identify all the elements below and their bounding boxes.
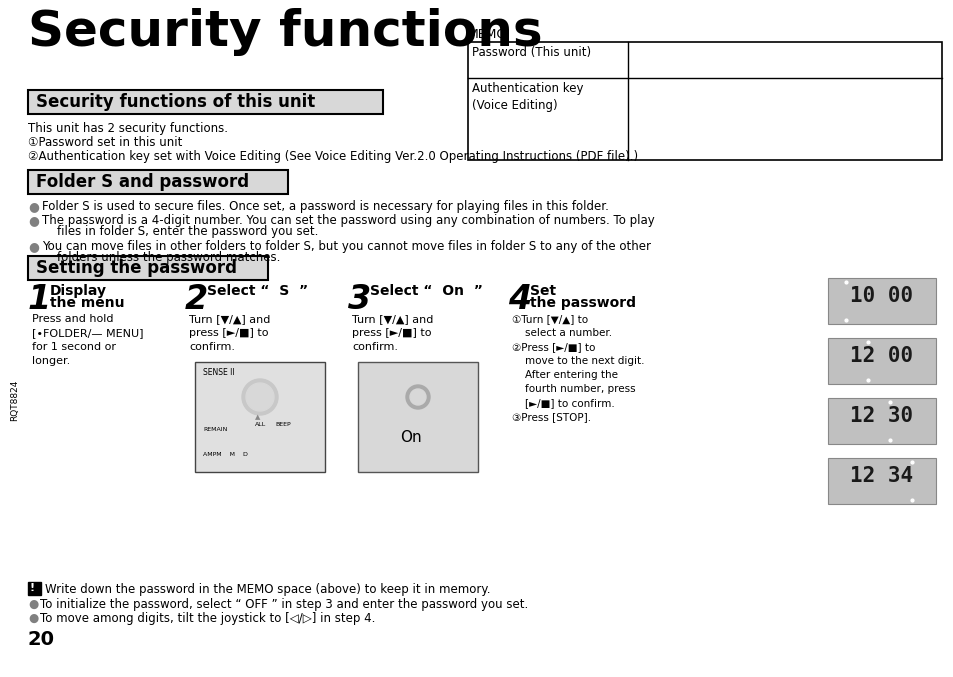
Text: REMAIN: REMAIN xyxy=(203,427,227,432)
Text: Setting the password: Setting the password xyxy=(36,259,236,277)
Text: SENSE II: SENSE II xyxy=(203,368,234,377)
Text: Security functions of this unit: Security functions of this unit xyxy=(36,93,314,111)
Text: RQT8824: RQT8824 xyxy=(10,379,19,420)
Text: files in folder S, enter the password you set.: files in folder S, enter the password yo… xyxy=(42,225,318,238)
Text: 2: 2 xyxy=(185,283,208,316)
Text: 12 34: 12 34 xyxy=(849,466,913,486)
Text: To move among digits, tilt the joystick to [◁/▷] in step 4.: To move among digits, tilt the joystick … xyxy=(40,612,375,625)
Text: the menu: the menu xyxy=(50,296,125,310)
Text: The password is a 4-digit number. You can set the password using any combination: The password is a 4-digit number. You ca… xyxy=(42,214,654,227)
Text: 3: 3 xyxy=(348,283,371,316)
Text: Folder S is used to secure files. Once set, a password is necessary for playing : Folder S is used to secure files. Once s… xyxy=(42,200,608,213)
Text: the password: the password xyxy=(530,296,636,310)
Text: ●: ● xyxy=(28,214,39,227)
Text: Select “  S  ”: Select “ S ” xyxy=(207,284,308,298)
Bar xyxy=(827,458,935,504)
Text: folders unless the password matches.: folders unless the password matches. xyxy=(42,251,280,264)
Text: On: On xyxy=(399,430,421,445)
Text: ①Password set in this unit: ①Password set in this unit xyxy=(28,136,182,149)
Text: 12 30: 12 30 xyxy=(849,406,913,426)
Text: Set: Set xyxy=(530,284,556,298)
Text: Security functions: Security functions xyxy=(28,8,542,56)
Text: Turn [▼/▲] and
press [►/■] to
confirm.: Turn [▼/▲] and press [►/■] to confirm. xyxy=(352,314,433,352)
Text: MEMO: MEMO xyxy=(468,28,507,41)
Text: ●: ● xyxy=(28,240,39,253)
Text: AMPM    M    D: AMPM M D xyxy=(203,452,248,457)
Bar xyxy=(468,42,941,160)
Text: ▲: ▲ xyxy=(254,414,260,420)
Text: To initialize the password, select “ OFF ” in step 3 and enter the password you : To initialize the password, select “ OFF… xyxy=(40,598,528,611)
Text: ●: ● xyxy=(28,612,38,625)
Bar xyxy=(827,338,935,384)
Text: 1: 1 xyxy=(28,283,51,316)
Text: !: ! xyxy=(30,583,35,593)
Text: ALL: ALL xyxy=(254,422,266,427)
Text: Write down the password in the MEMO space (above) to keep it in memory.: Write down the password in the MEMO spac… xyxy=(45,583,490,596)
Text: Authentication key
(Voice Editing): Authentication key (Voice Editing) xyxy=(472,82,583,112)
Circle shape xyxy=(410,389,426,405)
Text: 4: 4 xyxy=(507,283,531,316)
Bar xyxy=(827,398,935,444)
Text: ●: ● xyxy=(28,598,38,611)
Bar xyxy=(28,170,288,194)
Bar xyxy=(827,278,935,324)
Text: Turn [▼/▲] and
press [►/■] to
confirm.: Turn [▼/▲] and press [►/■] to confirm. xyxy=(189,314,270,352)
Text: 20: 20 xyxy=(28,630,55,649)
Text: 10 00: 10 00 xyxy=(849,286,913,306)
Bar xyxy=(28,256,268,280)
Text: This unit has 2 security functions.: This unit has 2 security functions. xyxy=(28,122,228,135)
Bar xyxy=(194,362,325,472)
Bar xyxy=(28,582,41,595)
Text: ●: ● xyxy=(28,200,39,213)
Bar xyxy=(357,362,477,472)
Text: Folder S and password: Folder S and password xyxy=(36,173,249,191)
Text: Password (This unit): Password (This unit) xyxy=(472,46,591,59)
Text: Display: Display xyxy=(50,284,107,298)
Text: Select “  On  ”: Select “ On ” xyxy=(370,284,482,298)
Circle shape xyxy=(406,385,430,409)
Circle shape xyxy=(242,379,277,415)
Text: Press and hold
[•FOLDER/— MENU]
for 1 second or
longer.: Press and hold [•FOLDER/— MENU] for 1 se… xyxy=(32,314,143,366)
Text: 12 00: 12 00 xyxy=(849,346,913,366)
Text: ②Authentication key set with Voice Editing (See Voice Editing Ver.2.0 Operating : ②Authentication key set with Voice Editi… xyxy=(28,150,638,163)
Text: You can move files in other folders to folder S, but you cannot move files in fo: You can move files in other folders to f… xyxy=(42,240,650,253)
Text: ①Turn [▼/▲] to
    select a number.
②Press [►/■] to
    move to the next digit.
: ①Turn [▼/▲] to select a number. ②Press [… xyxy=(512,314,644,422)
Text: BEEP: BEEP xyxy=(274,422,291,427)
Text: S: S xyxy=(252,391,259,401)
Bar xyxy=(28,90,382,114)
Circle shape xyxy=(246,383,274,411)
